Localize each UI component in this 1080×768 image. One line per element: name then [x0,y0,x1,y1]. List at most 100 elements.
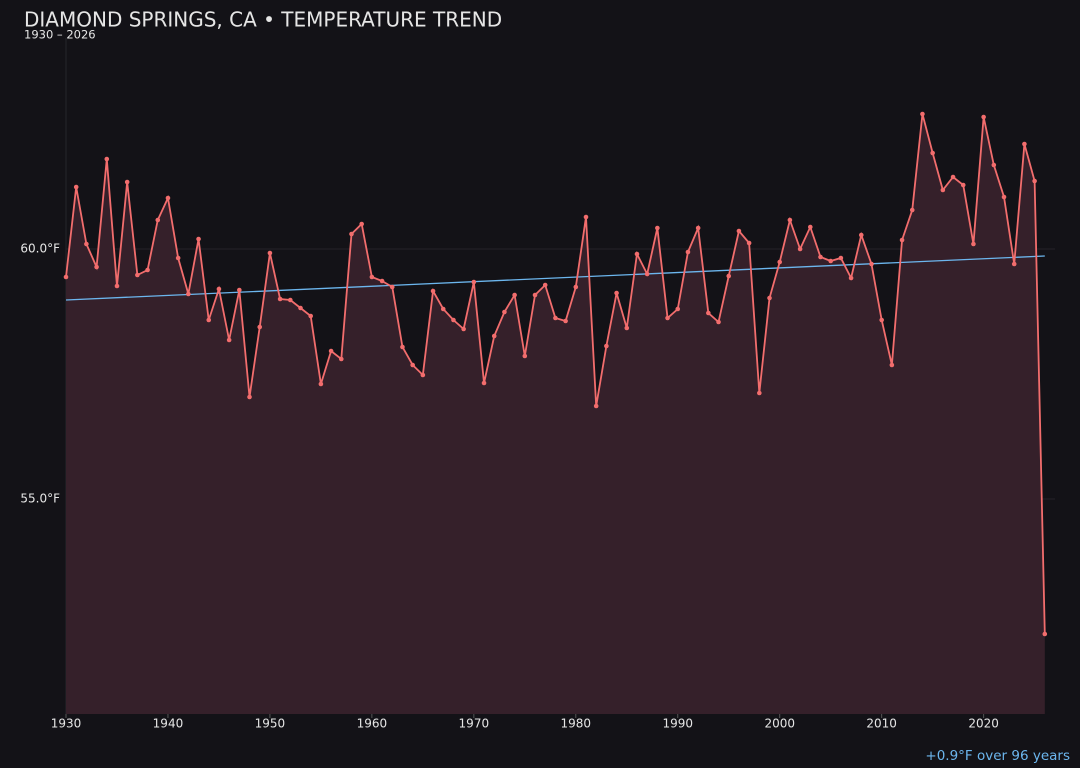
data-point [889,362,895,368]
data-point [349,231,354,237]
data-point [665,315,670,321]
data-point [838,255,844,261]
data-point [471,279,477,285]
data-point [359,221,364,227]
data-point [1001,194,1007,200]
x-tick-label: 1980 [561,717,592,731]
data-point [420,372,426,378]
data-point [960,182,966,188]
data-point [135,272,140,278]
data-point [1032,178,1037,184]
data-point [787,217,793,223]
x-tick-label: 1930 [51,717,82,731]
data-point [73,184,79,190]
data-point [247,394,252,400]
data-point [481,380,487,386]
data-point [940,187,946,193]
data-point [675,306,681,312]
data-point [991,162,997,168]
data-point [920,111,925,117]
data-point [226,337,232,343]
y-tick-label: 60.0°F [20,242,60,256]
data-point [583,214,589,220]
y-tick-label: 55.0°F [20,492,60,506]
x-tick-label: 1940 [153,717,184,731]
data-point [573,284,579,290]
data-point [369,274,375,280]
area [66,114,1045,714]
trend-annotation: +0.9°F over 96 years [925,748,1070,764]
data-point [277,296,283,302]
data-point [532,292,538,298]
x-tick-label: 1970 [459,717,490,731]
x-tick-label: 2010 [866,717,897,731]
data-point [807,224,813,230]
data-point [196,236,201,242]
data-point [175,255,181,261]
data-point [818,254,823,260]
data-point [593,403,599,409]
data-point [899,237,905,243]
data-point [716,319,721,325]
data-point [461,326,466,332]
data-point [879,317,884,323]
data-point [145,267,150,273]
data-point [828,258,833,264]
data-point [736,228,742,234]
x-tick-label: 2000 [764,717,795,731]
data-point [930,150,935,156]
data-point [950,174,956,180]
data-point [746,240,752,246]
data-point [634,251,640,257]
data-point [440,306,446,312]
data-point [451,317,456,323]
data-point [1022,141,1027,147]
data-point [308,313,314,319]
data-point [104,156,110,162]
data-point [797,246,803,252]
x-tick-label: 2020 [968,717,999,731]
data-point [522,353,528,359]
data-point [655,225,660,231]
x-tick-label: 1950 [255,717,286,731]
data-point [124,179,130,185]
data-point [909,207,915,213]
data-point [553,315,558,321]
data-point [186,291,191,297]
x-tick-label: 1960 [357,717,388,731]
data-point [685,249,691,255]
data-point [430,288,436,294]
data-point [757,390,762,396]
data-point [491,333,497,339]
trend-line [65,255,1045,301]
data-point [1011,261,1017,267]
data-point [1042,631,1048,637]
data-point [777,259,783,265]
data-point [512,292,517,298]
data-point [257,324,263,330]
data-point [216,286,222,292]
data-point [869,261,874,267]
x-tick-label: 1990 [662,717,693,731]
data-point [502,309,507,315]
data-point [84,241,89,247]
data-point [981,114,986,120]
data-point [155,217,161,223]
data-point [379,278,385,284]
data-point [563,318,568,324]
data-point [604,343,609,349]
data-point [971,241,976,247]
data-point [410,362,415,368]
data-point [695,225,701,231]
data-point [624,325,630,331]
chart-title: DIAMOND SPRINGS, CA • TEMPERATURE TREND [24,8,502,32]
data-point [389,284,395,290]
data-point [63,274,69,280]
chart-subtitle: 1930 – 2026 [24,28,96,42]
data-point [542,282,548,288]
data-point [706,310,711,316]
data-point [288,297,293,303]
data-point [614,290,619,296]
data-point [726,273,732,279]
